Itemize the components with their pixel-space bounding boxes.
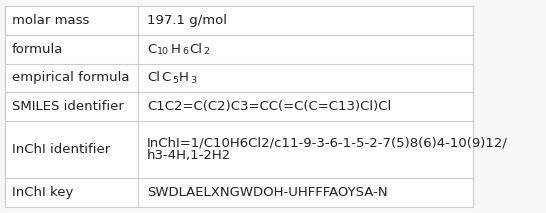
Text: 2: 2: [204, 47, 210, 56]
Text: InChI key: InChI key: [12, 186, 73, 199]
Text: 10: 10: [157, 47, 169, 56]
Text: Cl: Cl: [147, 71, 160, 84]
Text: formula: formula: [12, 43, 63, 56]
Text: H: H: [179, 71, 189, 84]
Text: h3-4H,1-2H2: h3-4H,1-2H2: [147, 149, 231, 162]
Text: InChI identifier: InChI identifier: [12, 143, 110, 156]
Text: C: C: [162, 71, 171, 84]
Text: 3: 3: [190, 76, 196, 85]
Text: InChI=1/C10H6Cl2/c11-9-3-6-1-5-2-7(5)8(6)4-10(9)12/: InChI=1/C10H6Cl2/c11-9-3-6-1-5-2-7(5)8(6…: [147, 137, 508, 150]
Text: H: H: [171, 43, 181, 56]
Text: 5: 5: [172, 76, 178, 85]
Text: molar mass: molar mass: [12, 14, 90, 27]
Text: 197.1 g/mol: 197.1 g/mol: [147, 14, 227, 27]
Text: empirical formula: empirical formula: [12, 71, 129, 84]
Text: 6: 6: [182, 47, 188, 56]
Text: Cl: Cl: [189, 43, 202, 56]
Text: SWDLAELXNGWDOH-UHFFFAOYSA-N: SWDLAELXNGWDOH-UHFFFAOYSA-N: [147, 186, 388, 199]
Text: C1C2=C(C2)C3=CC(=C(C=C13)Cl)Cl: C1C2=C(C2)C3=CC(=C(C=C13)Cl)Cl: [147, 100, 391, 113]
Text: C: C: [147, 43, 156, 56]
Text: SMILES identifier: SMILES identifier: [12, 100, 124, 113]
